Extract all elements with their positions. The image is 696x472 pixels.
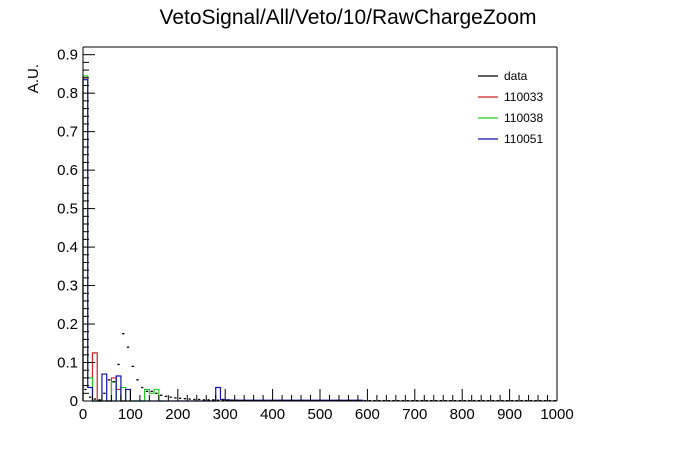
- y-tick-label: 0.5: [57, 201, 78, 218]
- x-tick-label: 200: [165, 406, 190, 423]
- y-tick-label: 0.4: [57, 239, 78, 256]
- legend-label-110033: 110033: [504, 90, 543, 104]
- x-tick-label: 600: [355, 406, 380, 423]
- chart-title: VetoSignal/All/Veto/10/RawChargeZoom: [159, 6, 536, 29]
- x-tick-label: 700: [402, 406, 427, 423]
- x-tick-label: 1000: [540, 406, 573, 423]
- x-tick-label: 100: [118, 406, 143, 423]
- x-tick-label: 500: [307, 406, 332, 423]
- x-tick-label: 300: [213, 406, 238, 423]
- legend-label-110038: 110038: [504, 111, 543, 125]
- y-tick-label: 0.3: [57, 278, 78, 295]
- y-tick-label: 0.7: [57, 124, 78, 141]
- x-tick-label: 800: [450, 406, 475, 423]
- x-tick-label: 0: [79, 406, 87, 423]
- y-tick-label: 0.8: [57, 85, 78, 102]
- y-tick-label: 0: [70, 393, 78, 410]
- x-tick-label: 900: [497, 406, 522, 423]
- x-tick-label: 400: [260, 406, 285, 423]
- y-tick-label: 0.2: [57, 316, 78, 333]
- axis-ticks: 0 100 200 300 400 500 600 700 800 900 1000 0 0.1 0.2 0…: [57, 46, 574, 423]
- legend-label-110051: 110051: [504, 132, 543, 146]
- y-tick-label: 0.1: [57, 355, 78, 372]
- y-tick-label: 0.6: [57, 162, 78, 179]
- y-axis-title: A.U.: [25, 64, 42, 93]
- y-tick-label: 0.9: [57, 47, 78, 64]
- legend: data 110033 110038 110051: [478, 69, 543, 146]
- legend-label-data: data: [504, 69, 528, 83]
